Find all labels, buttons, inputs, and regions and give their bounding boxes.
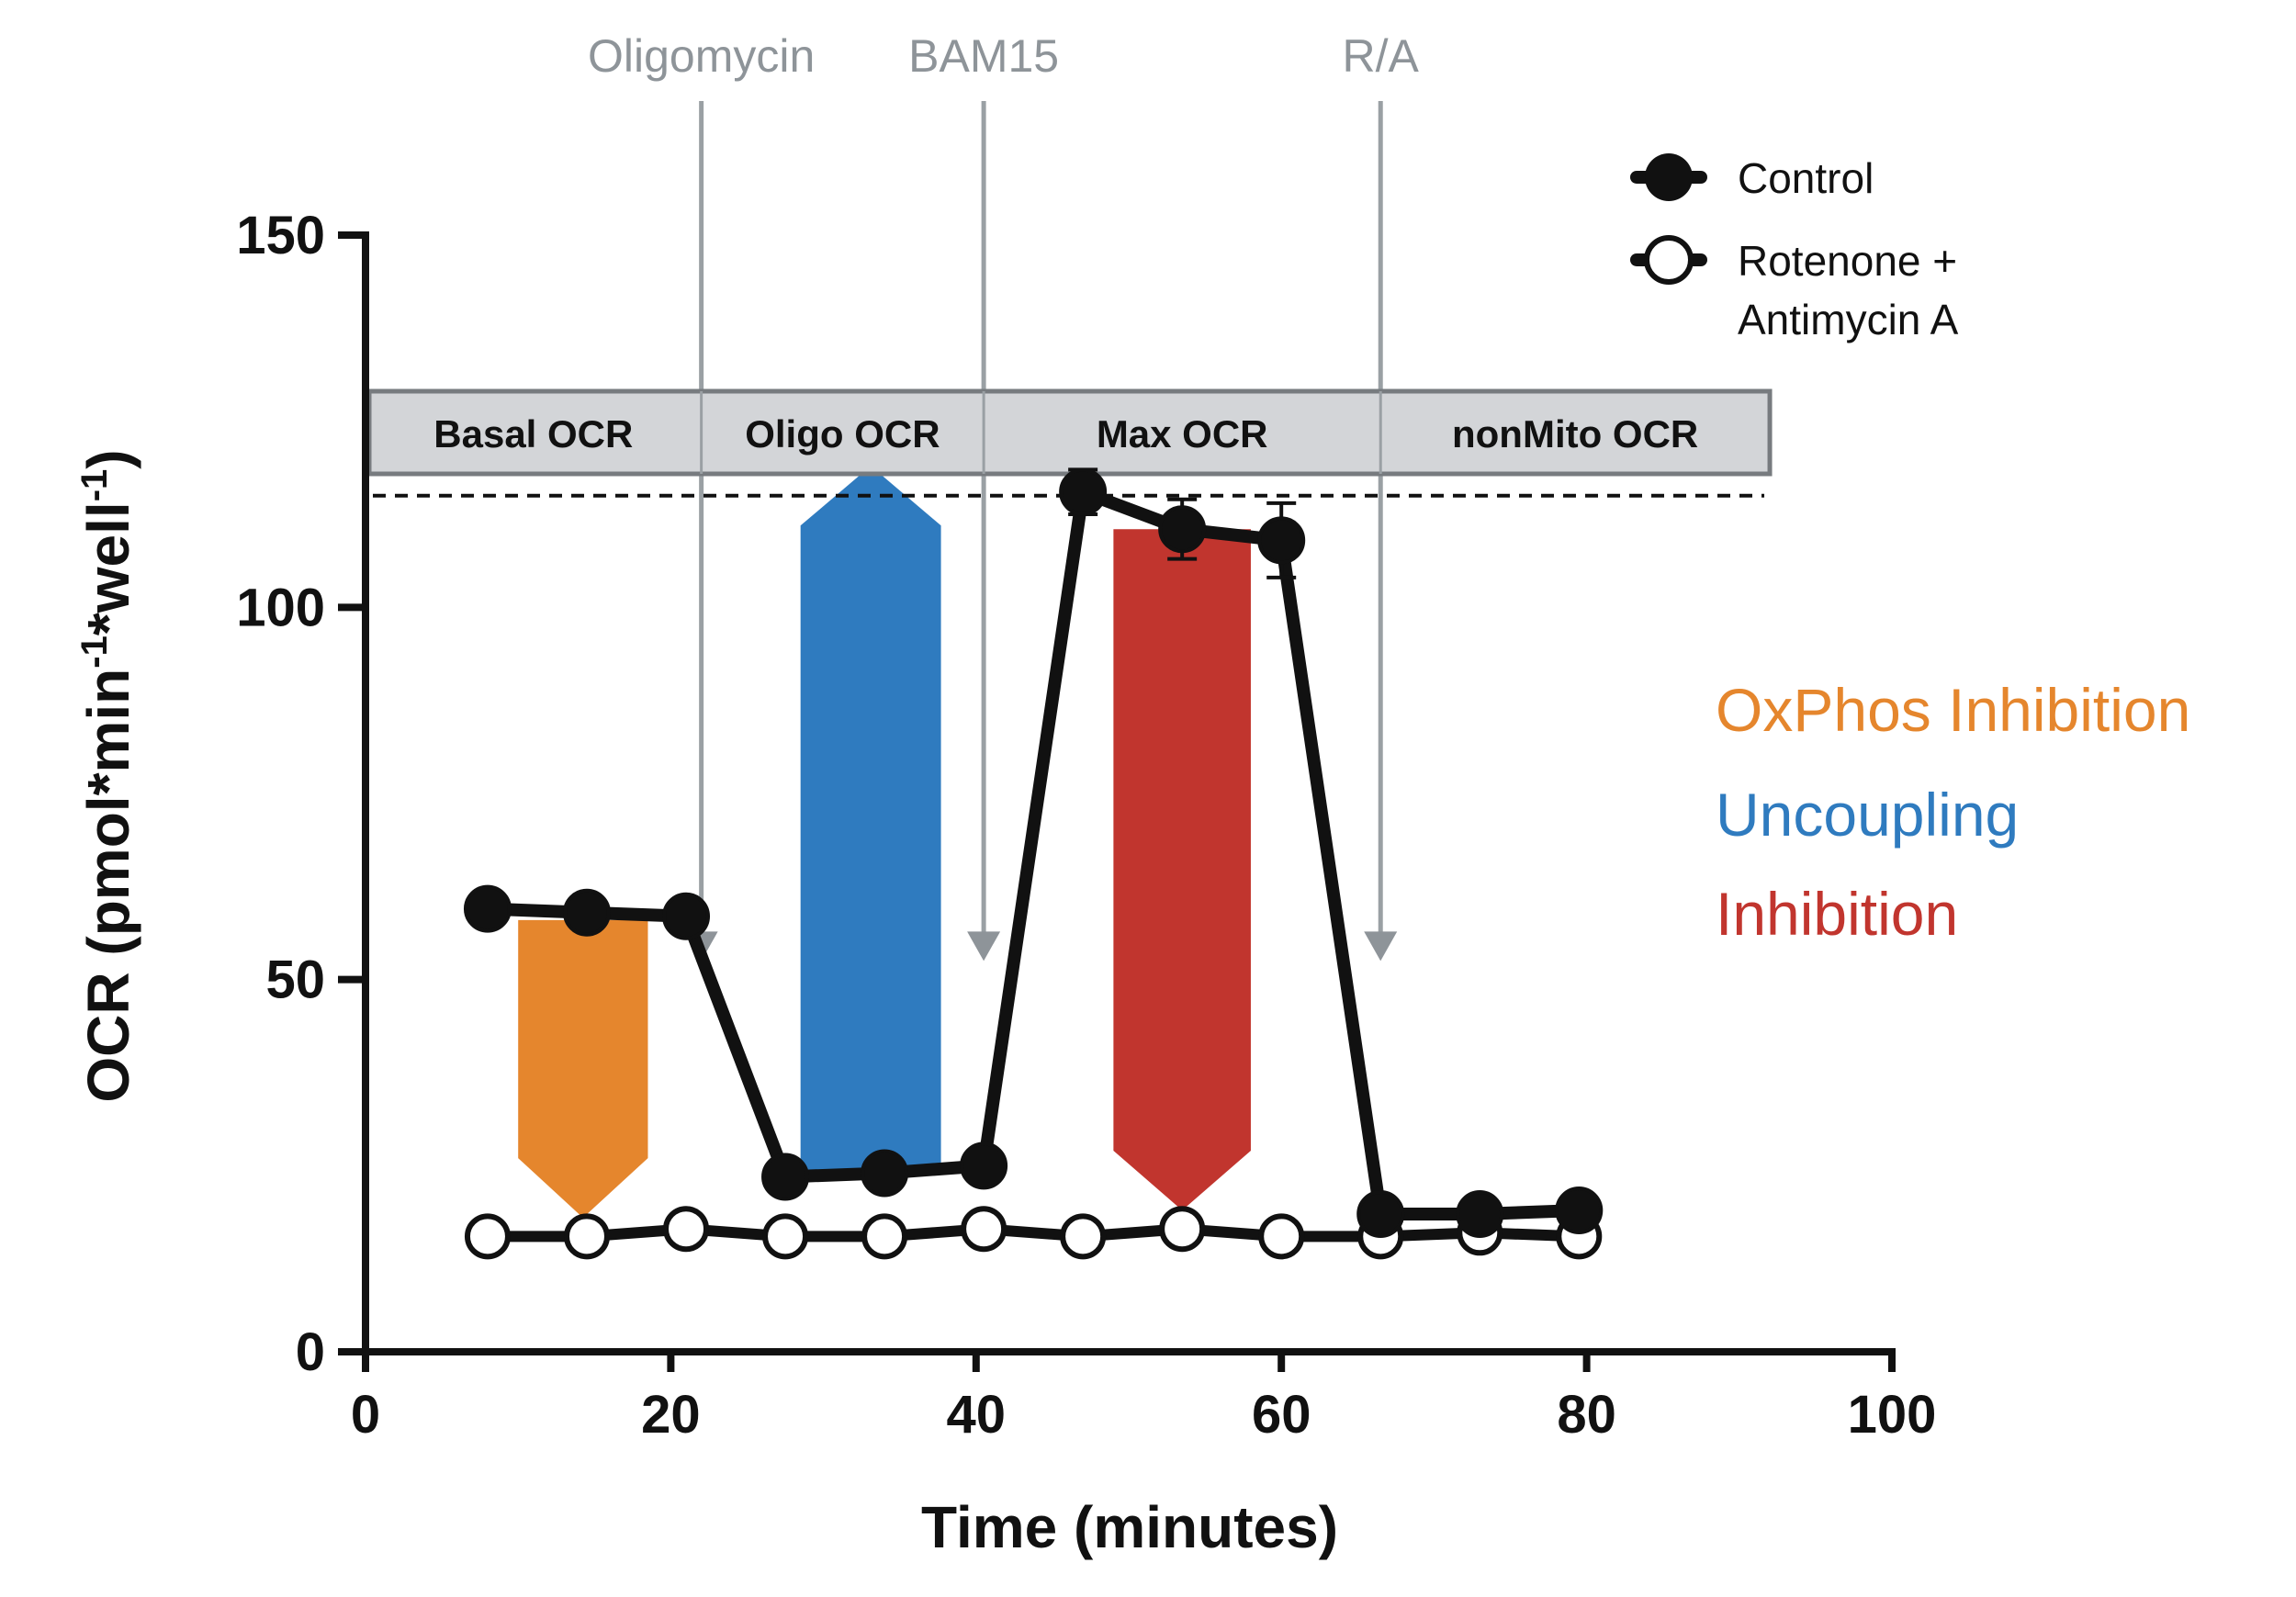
- y-axis-title: OCR (pmol*min-1*well-1): [74, 449, 141, 1102]
- series-layer: [463, 467, 1604, 1260]
- injection-arrow-head-2: [1364, 931, 1398, 962]
- injection-label-2: R/A: [1343, 30, 1420, 82]
- data-point-0-4: [861, 1149, 909, 1198]
- y-axis-title-sup2: -1: [74, 469, 115, 502]
- x-tick-label-3: 60: [1252, 1385, 1311, 1445]
- legend-item-rotenone: Rotenone + Antimycin A: [1630, 235, 1969, 343]
- data-point-1-6: [1060, 1213, 1107, 1260]
- phase-label-3: nonMito OCR: [1452, 412, 1698, 455]
- data-point-0-7: [1158, 505, 1207, 554]
- injection-arrows: Oligomycin BAM15 R/A: [588, 30, 1420, 962]
- data-point-0-6: [1059, 467, 1108, 516]
- data-point-0-2: [662, 892, 711, 940]
- effect-arrow-red: [1113, 529, 1251, 1210]
- data-point-1-3: [762, 1213, 809, 1260]
- data-point-0-9: [1356, 1190, 1405, 1239]
- series-line-0: [480, 485, 1586, 1221]
- x-tick-label-2: 40: [947, 1385, 1007, 1445]
- data-point-0-3: [761, 1153, 810, 1201]
- data-point-1-1: [563, 1213, 610, 1260]
- data-point-1-5: [961, 1206, 1007, 1253]
- legend-label-control: Control: [1738, 154, 1874, 202]
- y-tick-label-0: 0: [296, 1322, 325, 1382]
- legend-marker-control: [1645, 153, 1693, 201]
- data-point-0-10: [1456, 1190, 1504, 1239]
- x-tick-label-0: 0: [351, 1385, 380, 1445]
- y-axis-title-mid: *well: [75, 501, 141, 635]
- y-axis-title-sup1: -1: [74, 635, 115, 669]
- effect-arrow-orange: [518, 919, 648, 1219]
- x-tick-label-4: 80: [1557, 1385, 1616, 1445]
- legend-label-rotenone-line2: Antimycin A: [1738, 296, 1959, 343]
- effect-arrows: [518, 466, 1251, 1219]
- x-tick-label-5: 100: [1848, 1385, 1937, 1445]
- x-tick-label-1: 20: [641, 1385, 701, 1445]
- phase-label-1: Oligo OCR: [745, 412, 940, 455]
- note-oxphos-inhibition: OxPhos Inhibition: [1716, 676, 2190, 744]
- data-point-1-4: [861, 1213, 908, 1260]
- legend-marker-rotenone: [1644, 235, 1694, 285]
- data-point-1-8: [1258, 1213, 1305, 1260]
- injection-label-1: BAM15: [908, 30, 1059, 82]
- data-point-0-0: [463, 884, 512, 933]
- effect-notes: OxPhos Inhibition Uncoupling Inhibition: [1716, 676, 2190, 948]
- y-axis-title-end: ): [75, 449, 141, 468]
- series-line-1: [481, 1223, 1585, 1243]
- legend-label-rotenone-line1: Rotenone +: [1738, 237, 1957, 285]
- y-tick-label-1: 50: [265, 950, 325, 1010]
- y-tick-label-3: 150: [236, 206, 325, 265]
- y-axis-title-base: OCR (pmol*min: [75, 669, 141, 1103]
- data-point-1-0: [464, 1213, 511, 1260]
- note-uncoupling: Uncoupling: [1716, 781, 2019, 849]
- x-axis-title: Time (minutes): [921, 1494, 1338, 1560]
- data-point-1-7: [1159, 1206, 1206, 1253]
- data-point-0-11: [1555, 1186, 1604, 1234]
- y-tick-label-2: 100: [236, 578, 325, 637]
- note-inhibition: Inhibition: [1716, 880, 1958, 948]
- phase-bar: Basal OCR Oligo OCR Max OCR nonMito OCR: [366, 388, 1773, 477]
- injection-arrow-head-1: [967, 931, 1001, 962]
- axes: 0 20 40 60 80 100 0 50 100 150: [236, 206, 1936, 1445]
- legend-label-rotenone: Rotenone + Antimycin A: [1738, 237, 1969, 343]
- legend: Control Rotenone + Antimycin A: [1630, 153, 1969, 343]
- data-point-0-8: [1257, 516, 1306, 565]
- data-point-1-2: [663, 1206, 710, 1253]
- data-point-0-1: [562, 888, 611, 937]
- injection-label-0: Oligomycin: [588, 30, 815, 82]
- effect-arrow-blue: [800, 466, 941, 1174]
- phase-label-0: Basal OCR: [433, 412, 633, 455]
- data-point-0-5: [960, 1142, 1008, 1190]
- legend-item-control: Control: [1630, 153, 1874, 202]
- phase-label-2: Max OCR: [1097, 412, 1268, 455]
